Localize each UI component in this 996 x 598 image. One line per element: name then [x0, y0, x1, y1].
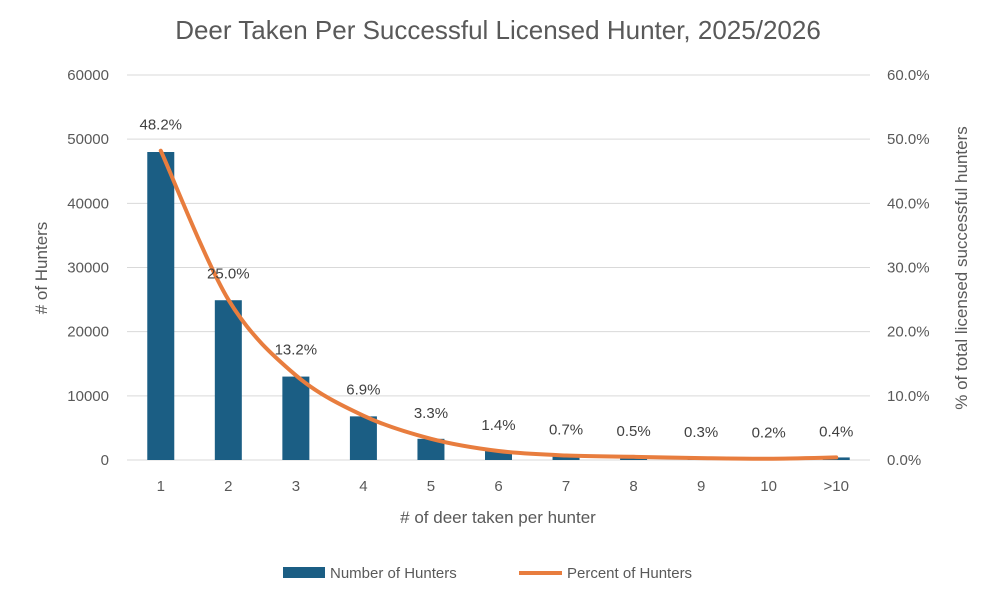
bar [282, 376, 310, 460]
x-tick-label: 5 [427, 478, 435, 495]
x-axis-title: # of deer taken per hunter [400, 508, 596, 527]
data-label: 25.0% [207, 266, 250, 283]
legend: Number of Hunters Percent of Hunters [283, 565, 692, 582]
y2-axis-title: % of total licensed successful hunters [952, 126, 971, 409]
x-tick-label: 6 [494, 478, 502, 495]
data-label: 3.3% [414, 405, 448, 422]
legend-label-bars: Number of Hunters [330, 565, 457, 582]
y2-tick-label: 50.0% [887, 131, 930, 148]
y2-tick-label: 20.0% [887, 324, 930, 341]
y-tick-label: 40000 [67, 195, 109, 212]
x-tick-label: >10 [824, 478, 849, 495]
x-tick-label: 1 [157, 478, 165, 495]
chart-title: Deer Taken Per Successful Licensed Hunte… [175, 15, 821, 45]
data-label: 13.2% [275, 341, 318, 358]
axes: 0 10000 20000 30000 40000 50000 60000 0.0% 10.0%… [67, 67, 929, 495]
data-label: 0.7% [549, 422, 583, 439]
bar [349, 416, 377, 460]
y2-tick-label: 10.0% [887, 388, 930, 405]
bar-series [147, 152, 850, 460]
legend-swatch-bars [283, 567, 325, 578]
y2-tick-label: 40.0% [887, 195, 930, 212]
y-tick-label: 10000 [67, 388, 109, 405]
x-tick-label: 9 [697, 478, 705, 495]
data-label: 0.5% [616, 423, 650, 440]
series-line [158, 148, 839, 461]
data-label: 1.4% [481, 417, 515, 434]
y2-tick-label: 0.0% [887, 452, 921, 469]
bar [552, 455, 580, 460]
bar [417, 438, 445, 460]
x-tick-label: 7 [562, 478, 570, 495]
x-tick-label: 4 [359, 478, 367, 495]
x-tick-label: 10 [760, 478, 777, 495]
bar [147, 152, 175, 460]
data-label: 6.9% [346, 382, 380, 399]
line-series [158, 148, 839, 461]
data-label: 0.3% [684, 424, 718, 441]
y-tick-label: 20000 [67, 324, 109, 341]
y-tick-label: 30000 [67, 260, 109, 277]
y-tick-label: 60000 [67, 67, 109, 84]
data-label: 48.2% [139, 117, 182, 134]
data-label: 0.4% [819, 423, 853, 440]
x-tick-label: 3 [292, 478, 300, 495]
y-axis-title: # of Hunters [32, 222, 51, 315]
x-tick-label: 8 [629, 478, 637, 495]
data-label: 0.2% [752, 425, 786, 442]
y-tick-label: 50000 [67, 131, 109, 148]
x-tick-label: 2 [224, 478, 232, 495]
y2-tick-label: 30.0% [887, 260, 930, 277]
data-labels: 48.2% 25.0% 13.2% 6.9% 3.3% 1.4% 0.7% 0.5% 0.3% 0… [139, 117, 853, 442]
y2-tick-label: 60.0% [887, 67, 930, 84]
bar [214, 300, 242, 460]
legend-label-line: Percent of Hunters [567, 565, 692, 582]
y-tick-label: 0 [101, 452, 109, 469]
bar [485, 451, 512, 460]
